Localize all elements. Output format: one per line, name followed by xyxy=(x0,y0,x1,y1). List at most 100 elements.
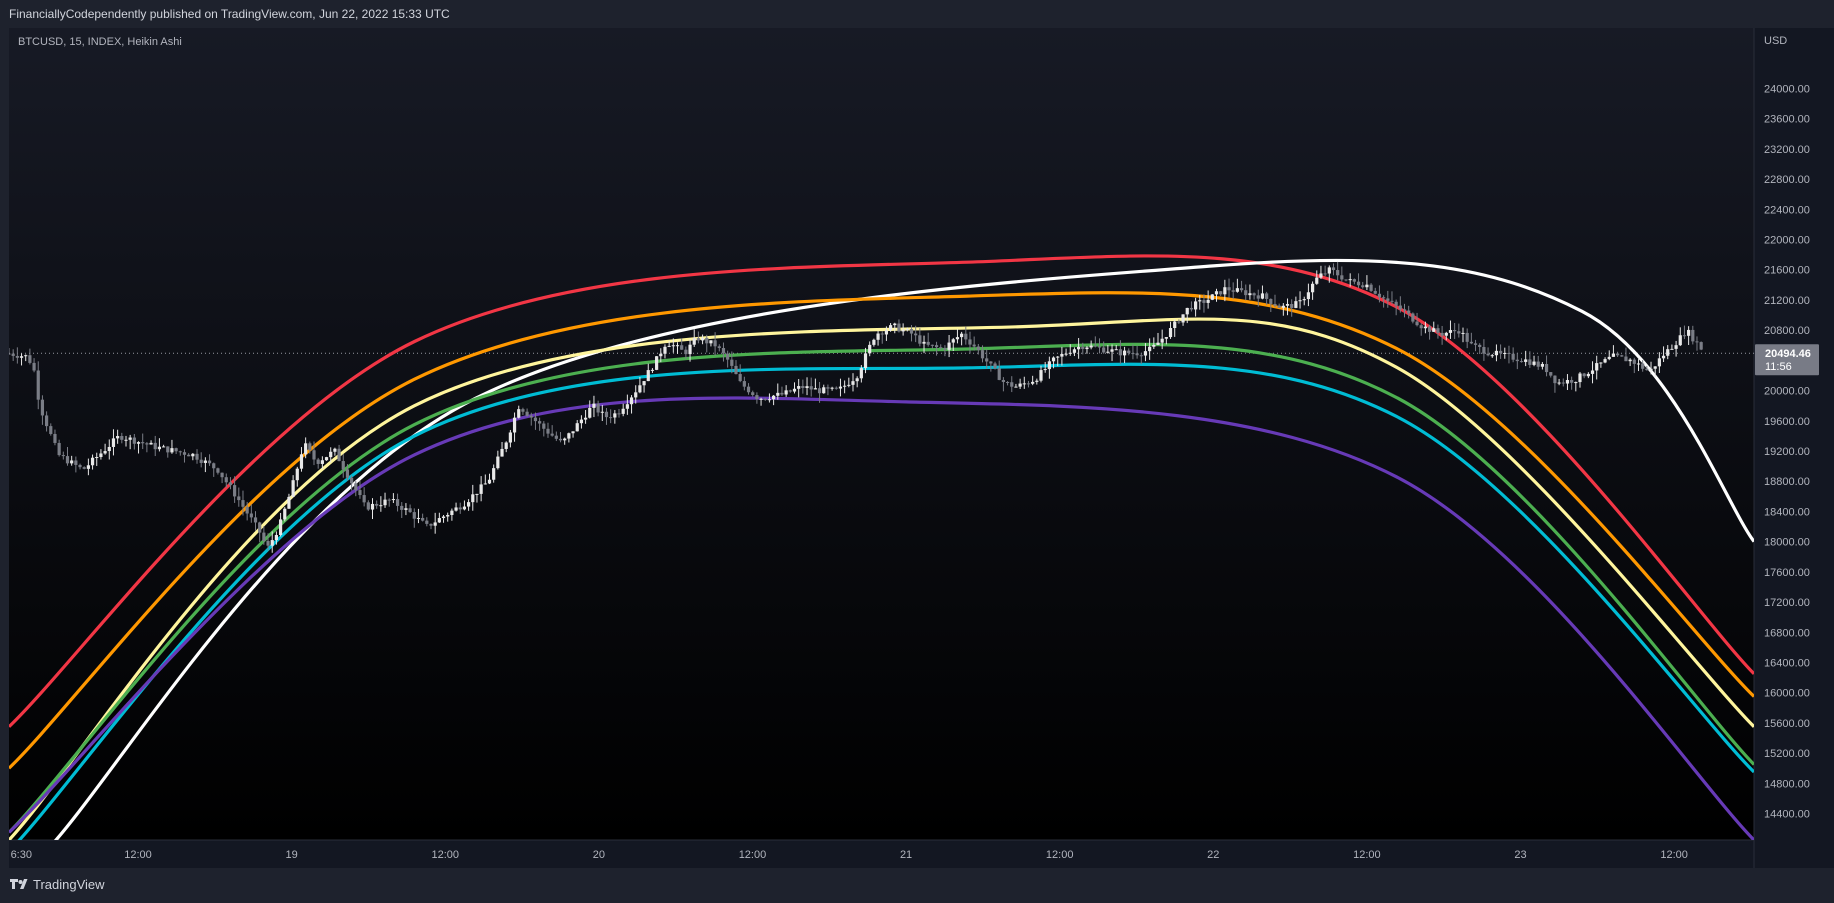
candle-body[interactable] xyxy=(763,398,767,400)
candle-body[interactable] xyxy=(161,446,166,448)
arc-curve[interactable] xyxy=(9,291,1754,770)
candle-body[interactable] xyxy=(136,442,141,444)
candle-body[interactable] xyxy=(1570,380,1574,383)
candle-body[interactable] xyxy=(964,333,968,340)
candle-body[interactable] xyxy=(955,337,960,340)
candle-body[interactable] xyxy=(809,386,813,390)
candle-body[interactable] xyxy=(400,505,404,510)
candle-body[interactable] xyxy=(1060,353,1064,357)
candle-body[interactable] xyxy=(575,423,579,432)
candle-body[interactable] xyxy=(408,508,412,513)
candle-body[interactable] xyxy=(187,454,191,457)
candle-body[interactable] xyxy=(1177,321,1181,323)
candle-body[interactable] xyxy=(838,386,843,389)
candle-body[interactable] xyxy=(1106,351,1110,353)
candle-body[interactable] xyxy=(245,506,249,514)
candle-body[interactable] xyxy=(1503,352,1507,354)
candle-body[interactable] xyxy=(738,374,742,382)
candle-body[interactable] xyxy=(174,448,178,452)
candle-body[interactable] xyxy=(1599,362,1603,364)
candle-body[interactable] xyxy=(1168,328,1173,338)
candle-body[interactable] xyxy=(646,370,650,382)
candle-body[interactable] xyxy=(805,386,809,389)
candle-body[interactable] xyxy=(726,353,730,360)
candle-body[interactable] xyxy=(621,408,625,414)
candle-body[interactable] xyxy=(1156,342,1160,345)
candle-body[interactable] xyxy=(270,540,274,546)
candle-body[interactable] xyxy=(1114,349,1118,351)
candle-body[interactable] xyxy=(299,454,304,469)
candle-body[interactable] xyxy=(583,417,588,420)
candle-body[interactable] xyxy=(909,329,914,334)
candle-body[interactable] xyxy=(45,415,49,427)
candle-body[interactable] xyxy=(1097,346,1102,348)
candle-body[interactable] xyxy=(700,337,705,341)
candle-body[interactable] xyxy=(24,355,28,357)
candle-body[interactable] xyxy=(1377,293,1382,298)
candle-body[interactable] xyxy=(1336,270,1340,276)
candle-body[interactable] xyxy=(504,442,508,449)
candle-body[interactable] xyxy=(1001,379,1006,383)
candle-body[interactable] xyxy=(1056,356,1060,358)
candle-body[interactable] xyxy=(730,359,734,366)
candle-body[interactable] xyxy=(859,368,863,379)
time-scale[interactable] xyxy=(9,840,1754,868)
candle-body[interactable] xyxy=(237,496,241,501)
candle-body[interactable] xyxy=(1181,314,1185,323)
candle-body[interactable] xyxy=(295,468,299,481)
candle-body[interactable] xyxy=(746,386,751,393)
candle-body[interactable] xyxy=(751,392,755,396)
candle-body[interactable] xyxy=(1524,359,1528,362)
candle-body[interactable] xyxy=(266,540,270,546)
candle-body[interactable] xyxy=(337,448,341,462)
candle-body[interactable] xyxy=(195,453,199,460)
candle-body[interactable] xyxy=(1661,355,1666,359)
candle-body[interactable] xyxy=(600,411,604,413)
candle-body[interactable] xyxy=(1607,356,1611,360)
candle-body[interactable] xyxy=(550,433,554,436)
candle-body[interactable] xyxy=(1682,335,1687,337)
candle-body[interactable] xyxy=(15,355,19,358)
candle-body[interactable] xyxy=(1239,288,1244,291)
candle-body[interactable] xyxy=(567,433,571,439)
candle-body[interactable] xyxy=(1386,298,1390,301)
candle-body[interactable] xyxy=(1528,359,1532,365)
candle-body[interactable] xyxy=(1356,281,1361,286)
candle-body[interactable] xyxy=(258,522,262,533)
candle-body[interactable] xyxy=(1118,349,1122,356)
candle-body[interactable] xyxy=(1344,279,1348,281)
candle-body[interactable] xyxy=(888,325,893,331)
candle-body[interactable] xyxy=(324,457,329,461)
candle-body[interactable] xyxy=(772,395,776,400)
candle-body[interactable] xyxy=(90,457,95,466)
candle-body[interactable] xyxy=(1281,305,1285,308)
candle-body[interactable] xyxy=(358,490,362,496)
candle-body[interactable] xyxy=(395,499,400,506)
candle-body[interactable] xyxy=(32,362,36,371)
candle-body[interactable] xyxy=(19,356,24,358)
candle-body[interactable] xyxy=(1306,292,1311,300)
candle-body[interactable] xyxy=(985,358,989,362)
candle-body[interactable] xyxy=(1035,380,1039,382)
candle-body[interactable] xyxy=(1486,353,1490,356)
candle-body[interactable] xyxy=(863,353,868,369)
candle-body[interactable] xyxy=(1440,332,1444,336)
candle-body[interactable] xyxy=(571,431,575,434)
candle-body[interactable] xyxy=(960,333,964,338)
candle-body[interactable] xyxy=(918,335,922,344)
candle-body[interactable] xyxy=(36,370,40,400)
candle-body[interactable] xyxy=(212,463,216,469)
candle-body[interactable] xyxy=(1532,361,1536,365)
candle-body[interactable] xyxy=(709,340,713,344)
candle-body[interactable] xyxy=(826,387,830,389)
candle-body[interactable] xyxy=(1315,277,1319,284)
candle-body[interactable] xyxy=(170,448,174,453)
candle-body[interactable] xyxy=(1093,345,1097,347)
candle-body[interactable] xyxy=(433,522,437,526)
candle-body[interactable] xyxy=(1687,329,1691,336)
candle-body[interactable] xyxy=(872,339,876,345)
candle-body[interactable] xyxy=(1595,363,1599,371)
candle-body[interactable] xyxy=(74,460,78,465)
candle-body[interactable] xyxy=(1085,347,1089,350)
candle-body[interactable] xyxy=(529,415,533,418)
